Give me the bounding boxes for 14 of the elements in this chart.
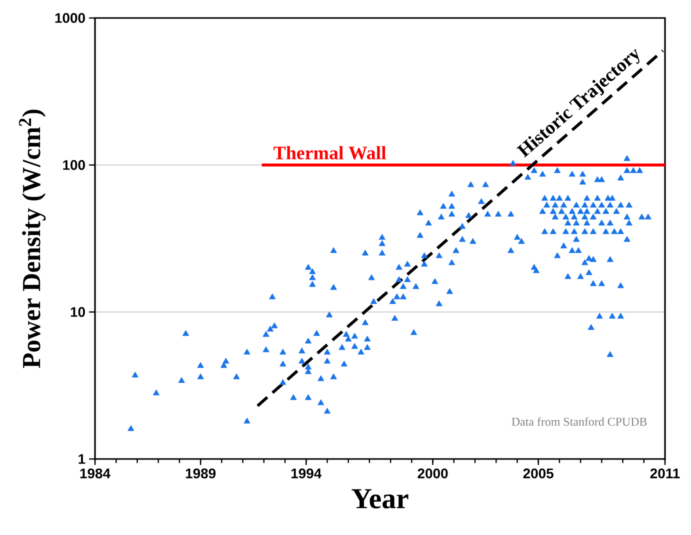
x-tick-label: 1994	[291, 468, 322, 478]
x-axis-title: Year	[352, 489, 408, 508]
x-tick-label: 2005	[523, 468, 554, 478]
y-tick-label: 10	[70, 307, 85, 317]
series-label: Thermal Wall	[274, 146, 386, 160]
y-axis-title: Power Density (W/cm$^{2}$)	[19, 110, 46, 368]
y-tick-label: 100	[63, 160, 85, 170]
x-tick-label: 2011	[650, 468, 680, 478]
y-tick-label: 1000	[55, 13, 85, 23]
x-tick-label: 1989	[186, 468, 216, 478]
annotation: Data from Stanford CPUDB	[512, 417, 647, 426]
y-tick-label: 1	[78, 454, 86, 464]
x-tick-label: 2000	[418, 468, 448, 478]
x-tick-label: 1984	[80, 468, 110, 478]
